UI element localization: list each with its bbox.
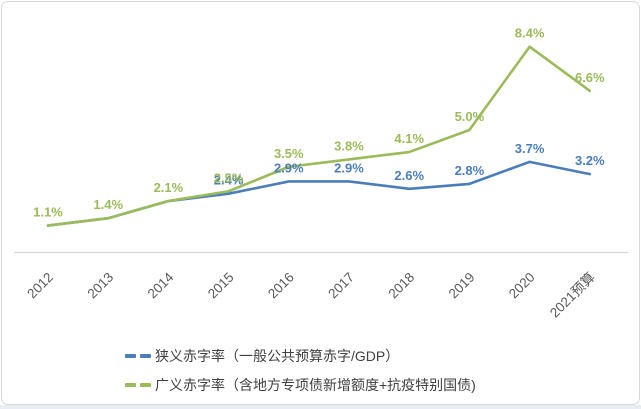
legend-dash-icon: [125, 354, 136, 358]
legend-item-broad-deficit: 广义赤字率（含地方专项债新增额度+抗疫特别国债): [125, 375, 476, 395]
x-axis-label-0: 2012: [24, 270, 56, 302]
broad-deficit-data-label-4: 3.5%: [274, 146, 304, 161]
page-background-strip: [0, 405, 641, 409]
legend-dash-icon: [125, 383, 136, 387]
broad-deficit-data-label-5: 3.8%: [334, 138, 364, 153]
narrow-deficit-data-label-6: 2.6%: [394, 168, 424, 183]
legend-dash-icon: [140, 383, 151, 387]
narrow-deficit-data-label-7: 2.8%: [455, 163, 485, 178]
narrow-deficit-data-label-8: 3.7%: [515, 141, 545, 156]
chart-legend: 狭义赤字率（一般公共预算赤字/GDP） 广义赤字率（含地方专项债新增额度+抗疫特…: [125, 346, 476, 395]
x-axis-label-9: 2021预算: [547, 270, 598, 321]
x-axis-label-4: 2016: [265, 270, 297, 302]
broad-deficit-data-label-6: 4.1%: [394, 131, 424, 146]
x-axis-label-1: 2013: [84, 270, 116, 302]
deficit-ratio-line-chart: 2012 2013 2014 2015 2016 2017 2018 2019 2020 2021…: [14, 26, 628, 321]
broad-deficit-data-label-2: 2.1%: [154, 180, 184, 195]
x-axis-label-6: 2018: [385, 270, 417, 302]
x-axis-label-5: 2017: [325, 270, 357, 302]
narrow-deficit-data-label-5: 2.9%: [334, 160, 364, 175]
x-axis-label-8: 2020: [506, 270, 538, 302]
broad-deficit-data-label-0: 1.1%: [33, 205, 63, 220]
legend-label-narrow-deficit: 狭义赤字率（一般公共预算赤字/GDP）: [155, 348, 400, 364]
legend-item-narrow-deficit: 狭义赤字率（一般公共预算赤字/GDP）: [125, 346, 476, 366]
legend-dash-icon: [140, 354, 151, 358]
narrow-deficit-data-label-4: 2.9%: [274, 160, 304, 175]
legend-label-broad-deficit: 广义赤字率（含地方专项债新增额度+抗疫特别国债): [155, 377, 476, 393]
broad-deficit-data-label-1: 1.4%: [93, 197, 123, 212]
broad-deficit-line: [46, 45, 592, 227]
x-axis-label-2: 2014: [145, 269, 177, 301]
broad-deficit-data-label-8: 8.4%: [515, 26, 545, 41]
broad-deficit-data-label-9: 6.6%: [575, 70, 605, 85]
narrow-deficit-data-label-9: 3.2%: [575, 153, 605, 168]
narrow-deficit-line: [46, 160, 592, 227]
broad-deficit-data-label-7: 5.0%: [455, 109, 485, 124]
broad-deficit-data-label-3: 2.5%: [214, 170, 244, 185]
narrow-deficit-data-label-3: 2.4%: [214, 173, 244, 188]
x-axis-label-7: 2019: [446, 270, 478, 302]
x-axis-label-3: 2015: [205, 270, 237, 302]
